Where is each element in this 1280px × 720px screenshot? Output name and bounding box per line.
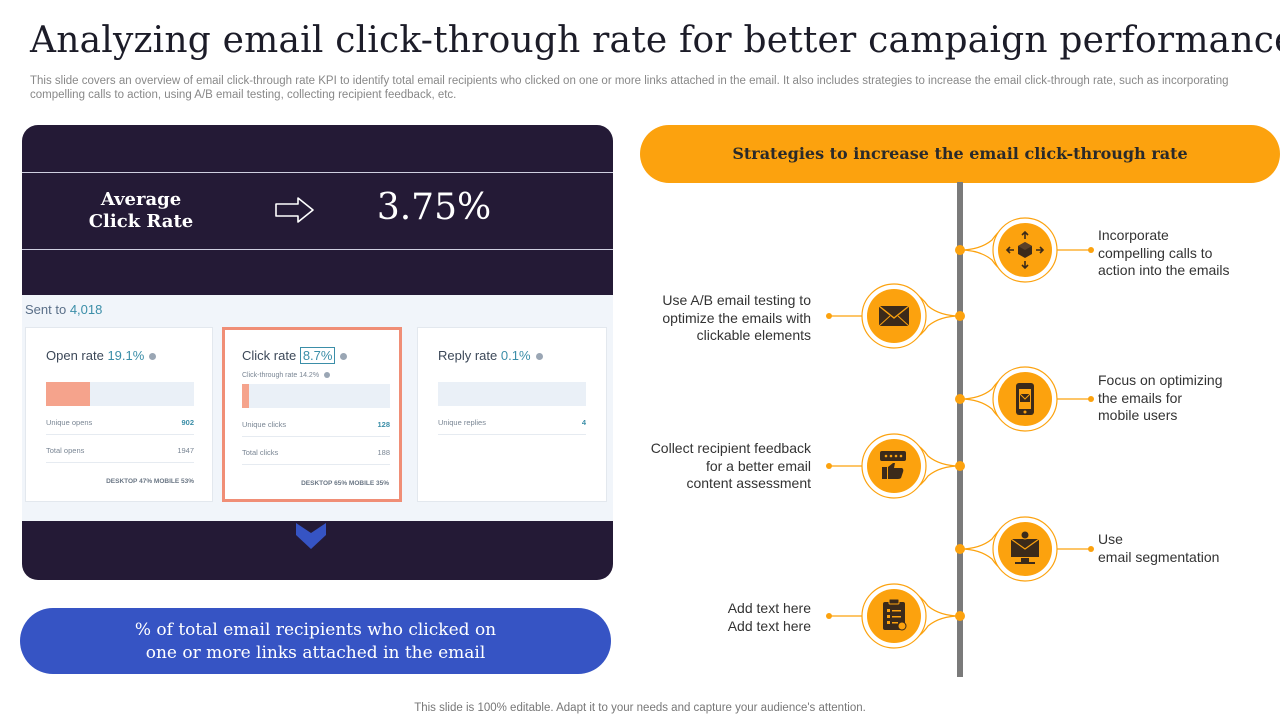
average-click-rate-band: Average Click Rate 3.75% — [22, 172, 613, 250]
reply-rate-card: Reply rate 0.1% Unique replies 4 — [417, 327, 607, 502]
strategy-text-1: Incorporate compelling calls to action i… — [1098, 227, 1230, 280]
footer-note: This slide is 100% editable. Adapt it to… — [0, 702, 1280, 714]
click-rate-title: Click rate 8.7% — [242, 348, 347, 363]
average-click-rate-label: Average Click Rate — [82, 189, 200, 233]
unique-replies-row: Unique replies 4 — [438, 418, 586, 427]
envelope-icon — [879, 306, 909, 326]
sent-to-value: 4,018 — [70, 302, 103, 317]
strategy-text-4: Collect recipient feedback for a better … — [620, 440, 811, 493]
reply-rate-bar — [438, 382, 586, 406]
timeline-spine — [957, 182, 963, 677]
strategy-connector-4 — [826, 434, 965, 498]
click-rate-card: Click rate 8.7% Click-through rate 14.2%… — [222, 327, 402, 502]
info-icon — [536, 353, 543, 360]
strategy-text-5: Use email segmentation — [1098, 531, 1219, 566]
page-title: Analyzing email click-through rate for b… — [30, 20, 1250, 61]
unique-opens-row: Unique opens 902 — [46, 418, 194, 427]
device-split: DESKTOP 65% MOBILE 35% — [301, 480, 389, 487]
open-rate-card: Open rate 19.1% Unique opens 902 Total op… — [25, 327, 213, 502]
unique-clicks-row: Unique clicks 128 — [242, 420, 390, 429]
info-icon — [340, 353, 347, 360]
email-stats-screenshot: Sent to 4,018 Open rate 19.1% Unique ope… — [22, 295, 613, 521]
page-subtitle: This slide covers an overview of email c… — [30, 74, 1250, 102]
average-click-rate-value: 3.75% — [364, 187, 504, 228]
info-icon — [149, 353, 156, 360]
strategies-heading: Strategies to increase the email click-t… — [640, 125, 1280, 183]
click-rate-bar — [242, 384, 390, 408]
strategy-text-3: Focus on optimizing the emails for mobil… — [1098, 372, 1223, 425]
total-opens-row: Total opens 1947 — [46, 446, 194, 455]
open-rate-title: Open rate 19.1% — [46, 348, 156, 363]
click-through-rate-sub: Click-through rate 14.2% — [242, 372, 330, 379]
kpi-panel: Average Click Rate 3.75% Sent to 4,018 O… — [22, 125, 613, 580]
mobile-email-icon — [1016, 383, 1034, 415]
down-arrow-icon — [292, 521, 330, 551]
reply-rate-title: Reply rate 0.1% — [438, 348, 543, 363]
strategy-text-2: Use A/B email testing to optimize the em… — [620, 292, 811, 345]
total-clicks-row: Total clicks 188 — [242, 448, 390, 457]
strategy-text-6: Add text here Add text here — [620, 600, 811, 635]
open-rate-bar — [46, 382, 194, 406]
click-rate-definition: % of total email recipients who clicked … — [20, 608, 611, 674]
device-split: DESKTOP 47% MOBILE 53% — [106, 478, 194, 485]
right-arrow-icon — [274, 195, 316, 225]
clipboard-icon — [883, 599, 906, 630]
sent-to-label: Sent to 4,018 — [25, 302, 102, 317]
